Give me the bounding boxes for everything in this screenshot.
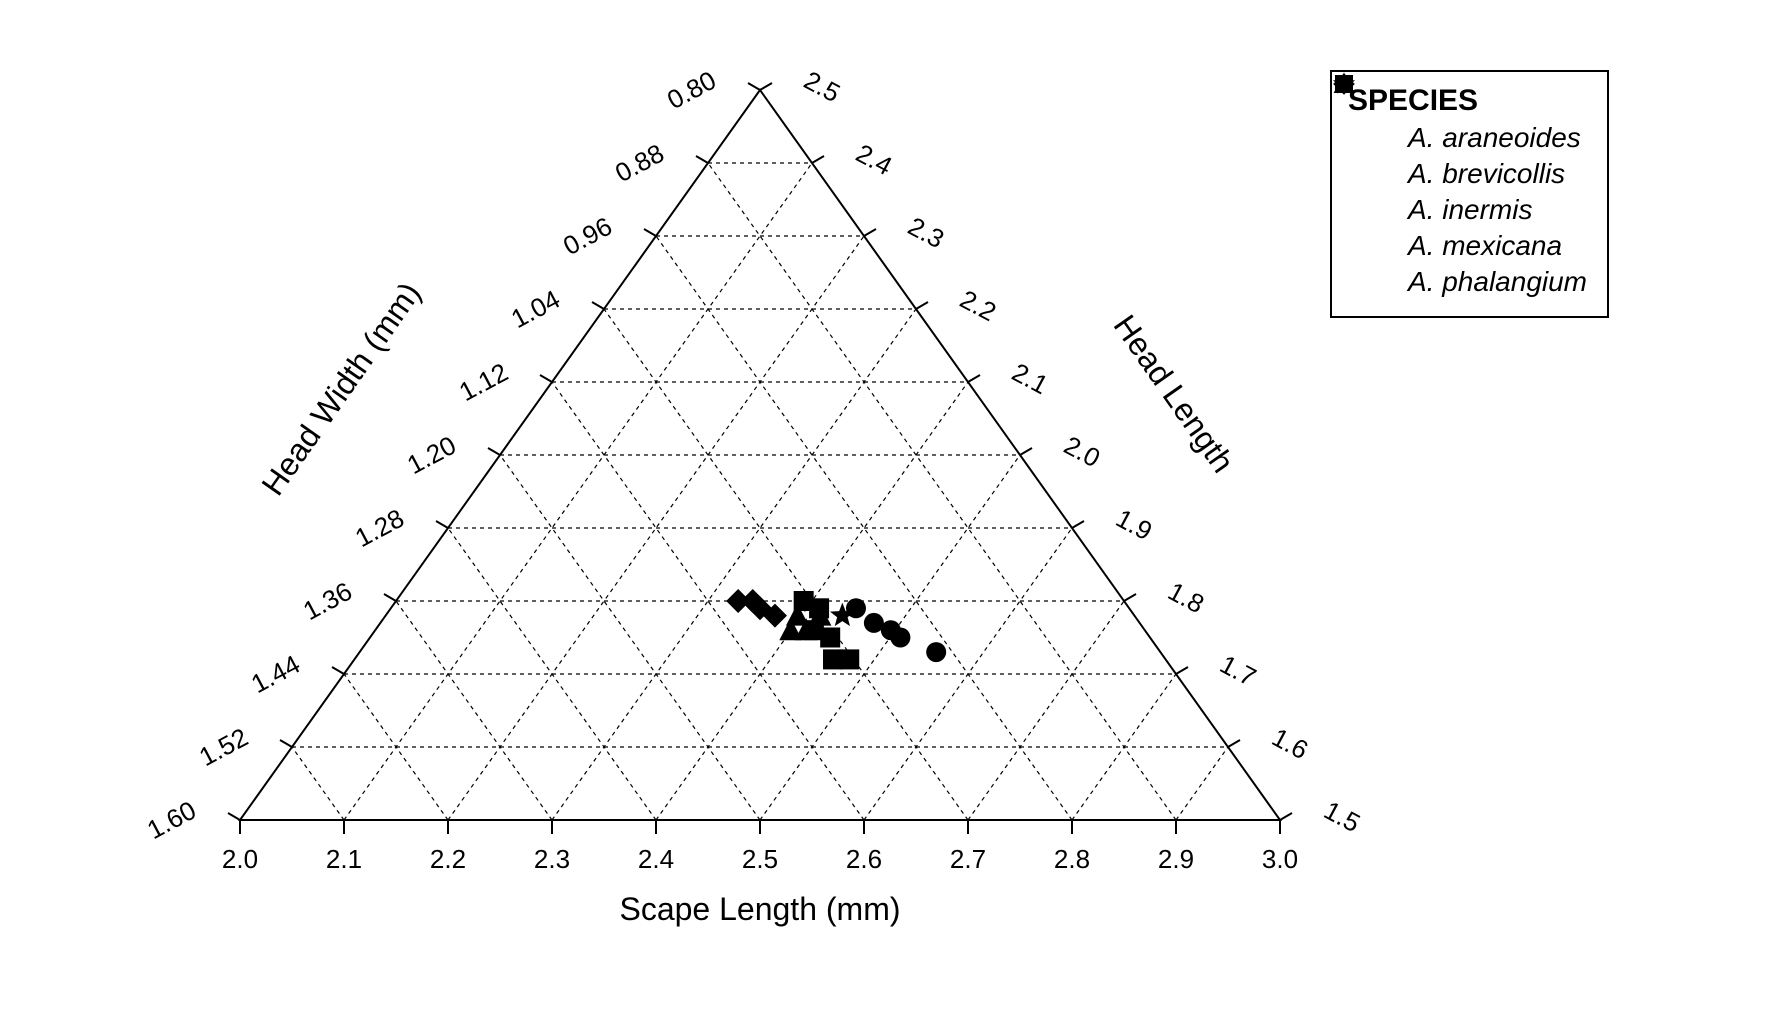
point-triangle [1334, 73, 1355, 93]
right-tick-label: 1.8 [1163, 576, 1209, 619]
circle-icon [1370, 126, 1394, 150]
bottom-tick-label: 2.1 [326, 844, 362, 874]
left-tick-label: 1.36 [298, 576, 357, 626]
legend-title: SPECIES [1348, 84, 1587, 118]
bottom-tick-label: 2.7 [950, 844, 986, 874]
right-tick-label: 2.2 [955, 284, 1001, 327]
bottom-axis-label: Scape Length (mm) [619, 891, 900, 927]
bottom-tick-label: 3.0 [1262, 844, 1298, 874]
left-tick-label: 1.04 [506, 284, 565, 334]
point-square [820, 628, 840, 648]
left-tick-label: 0.88 [610, 138, 669, 188]
right-tick-label: 1.7 [1215, 649, 1261, 692]
left-tick-label: 1.12 [454, 357, 513, 407]
bottom-tick-label: 2.4 [638, 844, 674, 874]
left-tick-label: 0.96 [558, 211, 617, 261]
legend-item: A. inermis [1370, 194, 1587, 226]
right-tick-label: 2.0 [1059, 430, 1105, 473]
right-tick-label: 2.4 [851, 138, 897, 181]
bottom-tick-label: 2.0 [222, 844, 258, 874]
left-tick-label: 0.80 [662, 65, 721, 115]
legend-label: A. brevicollis [1408, 158, 1565, 190]
point-circle [890, 628, 910, 648]
legend-item: A. araneoides [1370, 122, 1587, 154]
chart-container: 2.02.12.22.32.42.52.62.72.82.93.00.800.8… [0, 0, 1785, 1031]
left-axis-label: Head Width (mm) [254, 276, 427, 502]
star-icon [1370, 234, 1394, 258]
right-tick-label: 1.6 [1267, 722, 1313, 765]
bottom-tick-label: 2.5 [742, 844, 778, 874]
left-tick-label: 1.60 [142, 795, 201, 845]
legend-item: A. brevicollis [1370, 158, 1587, 190]
bottom-tick-label: 2.9 [1158, 844, 1194, 874]
point-square [839, 649, 859, 669]
legend-label: A. inermis [1408, 194, 1532, 226]
right-tick-label: 2.5 [799, 65, 845, 108]
legend-item: A. phalangium [1370, 266, 1587, 298]
right-tick-label: 1.9 [1111, 503, 1157, 546]
left-tick-label: 1.52 [194, 722, 253, 772]
right-tick-label: 1.5 [1319, 795, 1365, 838]
point-circle [926, 642, 946, 662]
bottom-tick-label: 2.3 [534, 844, 570, 874]
triangle-icon [1370, 270, 1394, 294]
square-icon [1370, 198, 1394, 222]
legend-label: A. mexicana [1408, 230, 1562, 262]
bottom-tick-label: 2.8 [1054, 844, 1090, 874]
left-tick-label: 1.28 [350, 503, 409, 553]
bottom-tick-label: 2.6 [846, 844, 882, 874]
right-axis-label: Head Length [1107, 308, 1242, 479]
bottom-tick-label: 2.2 [430, 844, 466, 874]
right-tick-label: 2.3 [903, 211, 949, 254]
right-tick-label: 2.1 [1007, 357, 1053, 400]
legend-label: A. araneoides [1408, 122, 1581, 154]
legend: SPECIES A. araneoides A. brevicollis A. ine… [1330, 70, 1609, 318]
left-tick-label: 1.44 [246, 649, 305, 699]
legend-label: A. phalangium [1408, 266, 1587, 298]
legend-item: A. mexicana [1370, 230, 1587, 262]
diamond-icon [1370, 162, 1394, 186]
left-tick-label: 1.20 [402, 430, 461, 480]
